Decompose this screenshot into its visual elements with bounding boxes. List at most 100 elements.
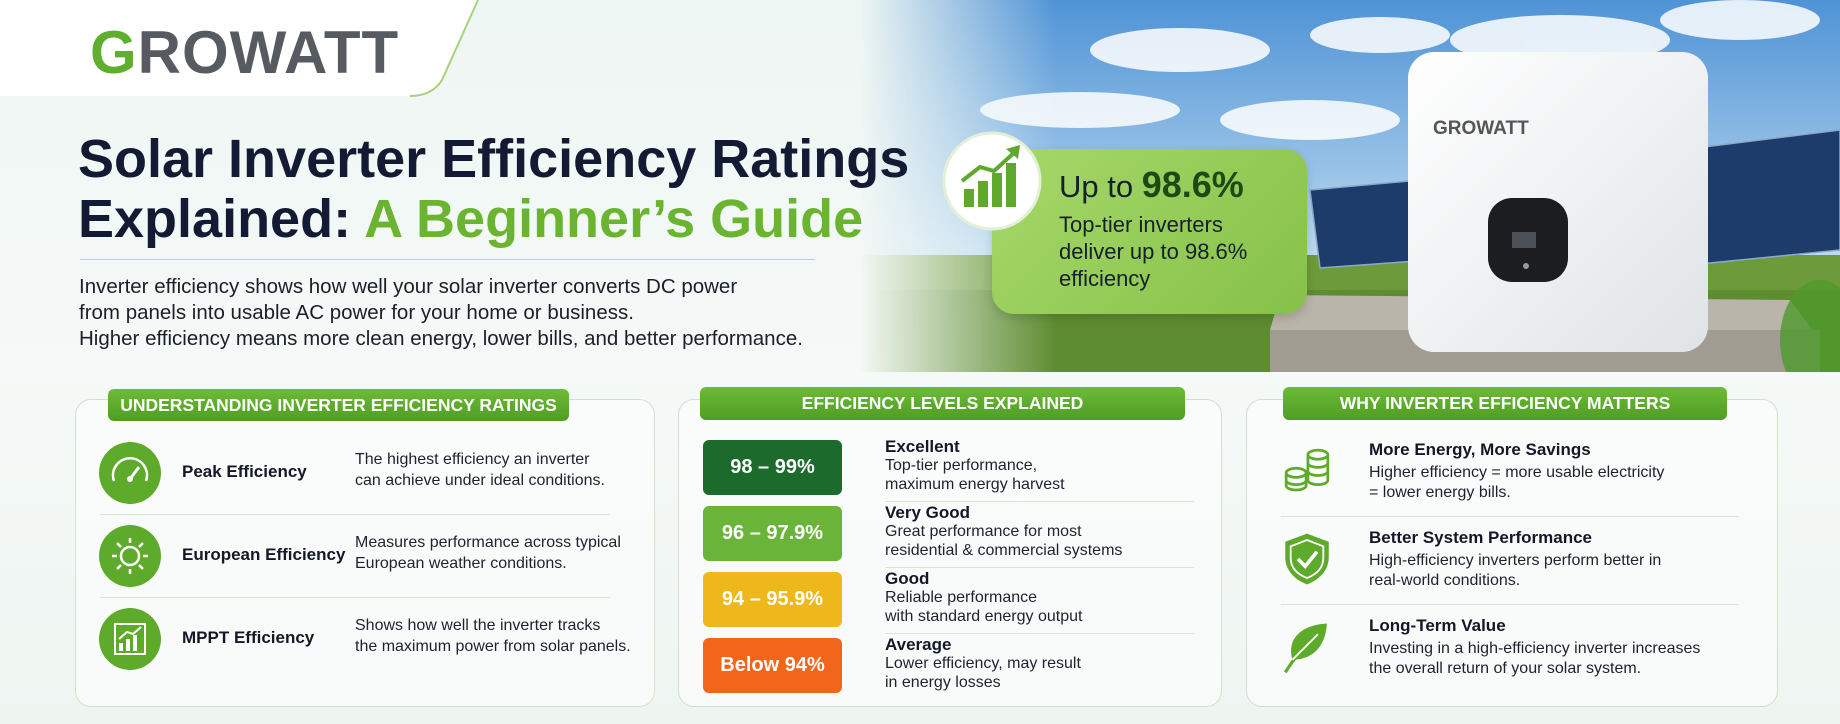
level-label: Excellent <box>885 437 960 456</box>
decoration <box>980 0 1820 140</box>
rating-name: Peak Efficiency <box>182 462 307 481</box>
decoration <box>111 457 149 482</box>
level-label: Average <box>885 635 952 654</box>
level-badge: 98 – 99% <box>703 440 842 495</box>
why-icon <box>1278 442 1336 505</box>
why-icon <box>1278 618 1336 681</box>
ratings-title: UNDERSTANDING INVERTER EFFICIENCY RATING… <box>108 389 569 421</box>
divider <box>100 514 610 515</box>
title-text: Explained: <box>78 189 352 249</box>
stat-value: 98.6% <box>1141 164 1244 205</box>
stat-box <box>992 149 1307 314</box>
decoration <box>0 0 478 96</box>
rating-desc: European weather conditions. <box>355 555 567 572</box>
level-badge: 94 – 95.9% <box>703 572 842 627</box>
decoration <box>978 181 988 207</box>
inverter <box>1408 52 1708 352</box>
decoration <box>1296 550 1319 569</box>
decoration <box>133 635 137 651</box>
why-title: WHY INVERTER EFFICIENCY MATTERS <box>1283 387 1727 420</box>
rating-name: European Efficiency <box>182 545 346 564</box>
why-panel <box>1246 399 1778 707</box>
level-desc: residential & commercial systems <box>885 542 1123 559</box>
level-desc: Top-tier performance, <box>885 457 1038 474</box>
decoration <box>1291 633 1319 661</box>
decoration <box>980 92 1180 128</box>
decoration <box>99 525 161 587</box>
decoration <box>138 564 144 570</box>
stat-line: efficiency <box>1059 266 1151 291</box>
title-rule <box>80 259 815 260</box>
decoration <box>112 538 148 574</box>
level-desc: maximum energy harvest <box>885 476 1065 493</box>
decoration <box>99 442 161 504</box>
decoration <box>1306 454 1330 486</box>
level-desc: Lower efficiency, may result <box>885 655 1081 672</box>
rating-icon <box>98 607 162 676</box>
rating-name: MPPT Efficiency <box>182 628 315 647</box>
rating-desc: The highest efficiency an inverter <box>355 451 590 468</box>
level-desc: with standard energy output <box>885 608 1083 625</box>
why-heading: Better System Performance <box>1369 528 1592 547</box>
decoration <box>1006 145 1020 159</box>
decoration <box>99 525 161 587</box>
decoration <box>1284 466 1308 479</box>
level-badge: Below 94% <box>703 638 842 693</box>
rating-icon <box>98 524 162 593</box>
rating-icon <box>98 441 162 510</box>
decoration <box>1283 623 1327 674</box>
decoration <box>1660 0 1820 40</box>
decoration <box>119 635 137 651</box>
why-desc: real-world conditions. <box>1369 572 1521 589</box>
stat-prefix: Up to <box>1059 169 1134 204</box>
why-desc: Investing in a high-efficiency inverter … <box>1369 640 1701 657</box>
decoration <box>1006 163 1016 207</box>
decoration <box>114 623 146 655</box>
decoration <box>1523 263 1529 269</box>
stat-line: Top-tier inverters <box>1059 212 1223 237</box>
decoration <box>119 643 123 651</box>
decoration <box>964 189 974 207</box>
level-desc: Reliable performance <box>885 589 1038 606</box>
decoration <box>1284 448 1330 492</box>
level-desc: Great performance for most <box>885 523 1082 540</box>
rating-desc: Measures performance across typical <box>355 534 621 551</box>
decoration <box>1780 280 1840 372</box>
level-desc: in energy losses <box>885 674 1001 691</box>
title-line: Solar Inverter Efficiency Ratings <box>78 129 910 189</box>
title-highlight: A Beginner’s Guide <box>364 189 864 249</box>
decoration <box>116 564 122 570</box>
decoration <box>99 608 161 670</box>
why-heading: Long-Term Value <box>1369 616 1506 635</box>
decoration <box>126 639 130 651</box>
level-label: Very Good <box>885 503 971 522</box>
decoration <box>1285 533 1329 585</box>
device-brand: GROWATT <box>1433 118 1529 139</box>
decoration <box>1220 100 1400 140</box>
stat-desc: Top-tier inverters deliver up to 98.6% e… <box>1059 211 1247 292</box>
stat-line: deliver up to 98.6% <box>1059 239 1248 264</box>
divider <box>1281 604 1739 605</box>
level-label: Good <box>885 569 930 588</box>
why-desc: High-efficiency inverters perform better… <box>1369 552 1662 569</box>
intro-line: Higher efficiency means more clean energ… <box>79 327 803 350</box>
decoration <box>1284 472 1308 492</box>
decoration <box>1306 448 1330 461</box>
divider <box>100 597 610 598</box>
why-desc: the overall return of your solar system. <box>1369 660 1642 677</box>
decoration <box>1090 28 1270 72</box>
divider <box>1281 516 1739 517</box>
divider <box>885 501 1194 502</box>
decoration <box>99 442 161 504</box>
decoration <box>127 476 133 482</box>
decoration <box>1310 17 1450 53</box>
title-line: Explained: A Beginner’s Guide <box>78 188 863 250</box>
logo-panel <box>0 0 479 97</box>
decoration <box>138 542 144 548</box>
decoration <box>1284 448 1330 492</box>
decoration <box>1289 538 1325 580</box>
logo: GROWATT <box>90 19 400 86</box>
levels-title: EFFICIENCY LEVELS EXPLAINED <box>700 387 1185 420</box>
ratings-panel <box>75 399 655 707</box>
